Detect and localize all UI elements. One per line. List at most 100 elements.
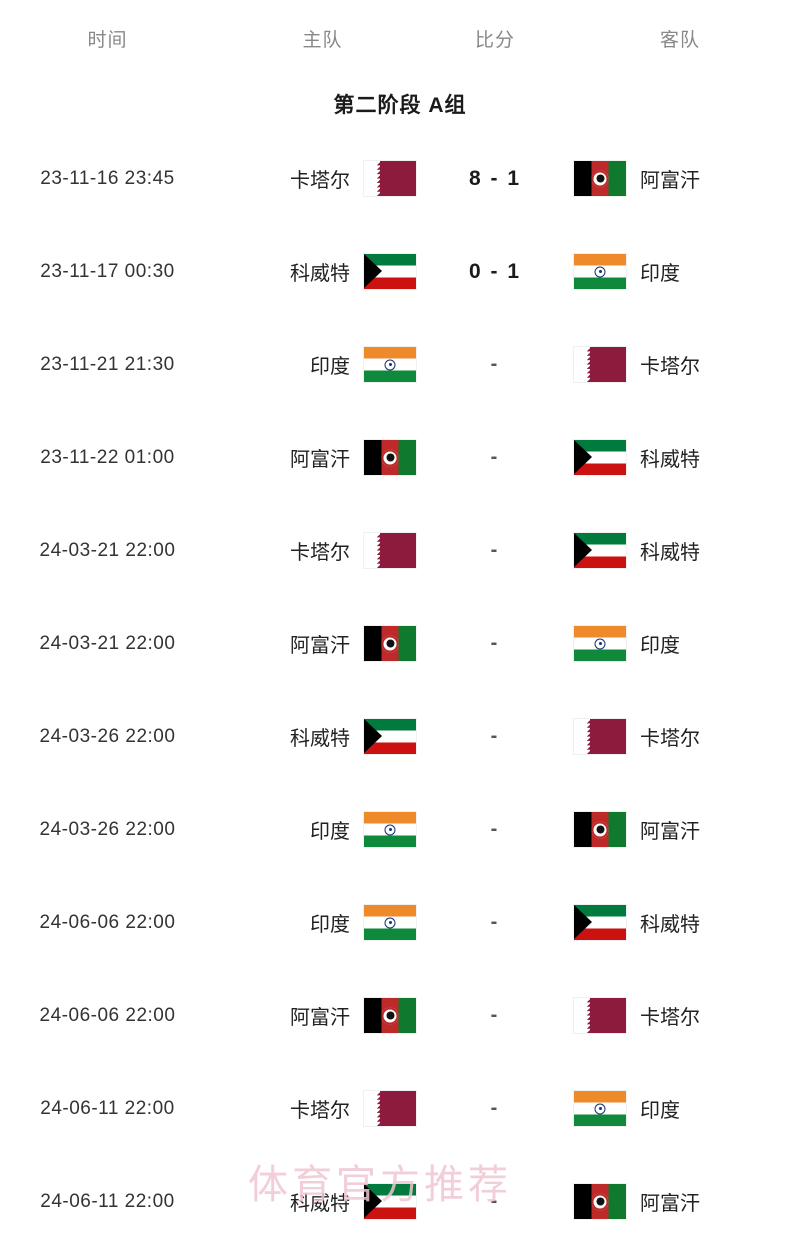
away-team-cell[interactable]: 卡塔尔 [560, 719, 800, 754]
match-time: 24-03-21 22:00 [39, 632, 176, 654]
home-team-cell[interactable]: 阿富汗 [215, 998, 430, 1033]
kuwait-flag [364, 254, 416, 289]
away-team-cell[interactable]: 卡塔尔 [560, 347, 800, 382]
home-team-cell[interactable]: 卡塔尔 [215, 1091, 430, 1126]
away-team-name: 阿富汗 [640, 170, 700, 192]
home-team-name: 卡塔尔 [290, 1100, 350, 1122]
home-team-name: 印度 [310, 914, 350, 936]
afghanistan-emblem-icon [591, 1193, 609, 1210]
afghanistan-flag [574, 161, 626, 196]
match-score: - [490, 725, 500, 747]
match-score: - [490, 1190, 500, 1212]
away-team-cell[interactable]: 印度 [560, 254, 800, 289]
home-team-cell[interactable]: 卡塔尔 [215, 533, 430, 568]
ashoka-chakra-icon [594, 1103, 606, 1114]
home-team-name: 科威特 [290, 728, 350, 750]
match-time: 24-06-11 22:00 [40, 1097, 175, 1119]
away-team-cell[interactable]: 科威特 [560, 533, 800, 568]
group-title: 第二阶段 A组 [333, 94, 467, 117]
table-header-row: 时间 主队 比分 客队 [0, 0, 800, 76]
away-team-name: 印度 [640, 263, 680, 285]
table-row[interactable]: 24-03-21 22:00 阿富汗 - 印度 [0, 597, 800, 690]
home-team-name: 科威特 [290, 1193, 350, 1215]
match-score: - [490, 818, 500, 840]
home-team-cell[interactable]: 科威特 [215, 719, 430, 754]
table-row[interactable]: 23-11-16 23:45 卡塔尔 8 - 1 阿富汗 [0, 132, 800, 225]
home-team-cell[interactable]: 印度 [215, 905, 430, 940]
ashoka-chakra-icon [384, 359, 396, 370]
away-team-cell[interactable]: 科威特 [560, 440, 800, 475]
match-score: - [490, 446, 500, 468]
table-row[interactable]: 23-11-17 00:30 科威特 0 - 1 印度 [0, 225, 800, 318]
match-score: - [490, 1097, 500, 1119]
qatar-flag [364, 533, 416, 568]
match-time: 23-11-21 21:30 [40, 353, 175, 375]
kuwait-flag [364, 719, 416, 754]
home-team-name: 卡塔尔 [290, 542, 350, 564]
ashoka-chakra-icon [384, 824, 396, 835]
india-flag [364, 347, 416, 382]
home-team-name: 阿富汗 [290, 449, 350, 471]
kuwait-flag [574, 533, 626, 568]
qatar-flag [364, 161, 416, 196]
table-row[interactable]: 24-03-21 22:00 卡塔尔 - 科威特 [0, 504, 800, 597]
away-team-cell[interactable]: 印度 [560, 1091, 800, 1126]
away-team-cell[interactable]: 阿富汗 [560, 1184, 800, 1219]
table-row[interactable]: 24-03-26 22:00 印度 - 阿富汗 [0, 783, 800, 876]
home-team-name: 阿富汗 [290, 635, 350, 657]
table-row[interactable]: 23-11-22 01:00 阿富汗 - 科威特 [0, 411, 800, 504]
match-time: 23-11-22 01:00 [40, 446, 175, 468]
match-time: 24-03-21 22:00 [39, 539, 176, 561]
match-time: 23-11-16 23:45 [40, 167, 175, 189]
away-team-cell[interactable]: 印度 [560, 626, 800, 661]
match-rows-container: 23-11-16 23:45 卡塔尔 8 - 1 阿富汗 23-11-17 00:30 科… [0, 132, 800, 1248]
table-row[interactable]: 24-03-26 22:00 科威特 - 卡塔尔 [0, 690, 800, 783]
india-flag [574, 254, 626, 289]
afghanistan-flag [364, 440, 416, 475]
india-flag [364, 905, 416, 940]
away-team-name: 阿富汗 [640, 1193, 700, 1215]
away-team-name: 印度 [640, 1100, 680, 1122]
table-row[interactable]: 24-06-06 22:00 阿富汗 - 卡塔尔 [0, 969, 800, 1062]
afghanistan-flag [364, 626, 416, 661]
ashoka-chakra-icon [594, 266, 606, 277]
column-header-away: 客队 [659, 29, 700, 51]
match-score: - [490, 632, 500, 654]
home-team-cell[interactable]: 科威特 [215, 1184, 430, 1219]
away-team-name: 卡塔尔 [640, 1007, 700, 1029]
table-row[interactable]: 24-06-11 22:00 科威特 - 阿富汗 [0, 1155, 800, 1248]
away-team-name: 卡塔尔 [640, 356, 700, 378]
away-team-cell[interactable]: 阿富汗 [560, 161, 800, 196]
match-time: 24-03-26 22:00 [39, 818, 176, 840]
home-team-name: 印度 [310, 356, 350, 378]
away-team-cell[interactable]: 阿富汗 [560, 812, 800, 847]
home-team-cell[interactable]: 科威特 [215, 254, 430, 289]
qatar-flag [574, 347, 626, 382]
home-team-cell[interactable]: 印度 [215, 812, 430, 847]
afghanistan-emblem-icon [381, 449, 399, 466]
india-flag [364, 812, 416, 847]
afghanistan-flag [364, 998, 416, 1033]
india-flag [574, 1091, 626, 1126]
afghanistan-emblem-icon [591, 170, 609, 187]
match-time: 24-03-26 22:00 [39, 725, 176, 747]
home-team-cell[interactable]: 印度 [215, 347, 430, 382]
home-team-name: 印度 [310, 821, 350, 843]
home-team-cell[interactable]: 阿富汗 [215, 626, 430, 661]
afghanistan-emblem-icon [381, 635, 399, 652]
match-score: 0 - 1 [468, 259, 522, 283]
home-team-cell[interactable]: 阿富汗 [215, 440, 430, 475]
afghanistan-flag [574, 812, 626, 847]
away-team-cell[interactable]: 卡塔尔 [560, 998, 800, 1033]
table-row[interactable]: 24-06-11 22:00 卡塔尔 - 印度 [0, 1062, 800, 1155]
table-row[interactable]: 23-11-21 21:30 印度 - 卡塔尔 [0, 318, 800, 411]
away-team-cell[interactable]: 科威特 [560, 905, 800, 940]
kuwait-flag [364, 1184, 416, 1219]
ashoka-chakra-icon [594, 638, 606, 649]
table-row[interactable]: 24-06-06 22:00 印度 - 科威特 [0, 876, 800, 969]
match-score: - [490, 539, 500, 561]
match-score: - [490, 1004, 500, 1026]
home-team-cell[interactable]: 卡塔尔 [215, 161, 430, 196]
away-team-name: 印度 [640, 635, 680, 657]
qatar-flag [364, 1091, 416, 1126]
